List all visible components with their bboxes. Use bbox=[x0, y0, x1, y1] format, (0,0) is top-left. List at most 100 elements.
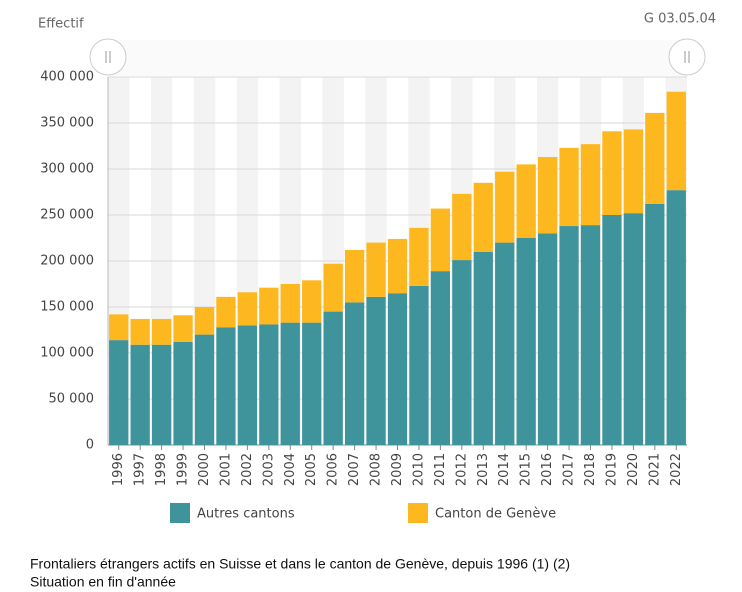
y-tick-label: 0 bbox=[86, 438, 94, 453]
bar-segment bbox=[623, 213, 644, 445]
x-tick-label: 2022 bbox=[669, 453, 684, 486]
x-tick-label: 2009 bbox=[390, 453, 405, 486]
bar-segment bbox=[216, 327, 236, 445]
bar-segment bbox=[473, 251, 493, 445]
bar-segment bbox=[344, 249, 365, 303]
bar-segment bbox=[194, 307, 215, 335]
bar-segment bbox=[409, 285, 429, 445]
bar-segment bbox=[452, 260, 472, 445]
chart-code: G 03.05.04 bbox=[644, 12, 716, 27]
x-tick-label: 2015 bbox=[519, 453, 534, 486]
bar-segment bbox=[280, 322, 300, 445]
bar-segment bbox=[473, 182, 493, 252]
bar-segment bbox=[495, 242, 515, 445]
bar-segment bbox=[366, 242, 386, 297]
bar-segment bbox=[559, 226, 579, 445]
legend-label: Autres cantons bbox=[197, 507, 295, 522]
x-tick-label: 2000 bbox=[197, 453, 212, 486]
x-tick-label: 2002 bbox=[240, 453, 255, 486]
bar-segment bbox=[259, 287, 279, 325]
bar-segment bbox=[173, 341, 193, 445]
bar-segment bbox=[666, 190, 686, 445]
y-axis-label: Effectif bbox=[38, 17, 84, 32]
x-tick-label: 2013 bbox=[476, 453, 491, 486]
y-tick-label: 300 000 bbox=[40, 162, 94, 177]
bar-segment bbox=[602, 131, 622, 215]
bar-segment bbox=[623, 129, 644, 214]
bar-segment bbox=[430, 208, 451, 272]
bar-segment bbox=[452, 193, 472, 261]
bar-segment bbox=[237, 325, 258, 445]
x-tick-label: 2014 bbox=[497, 453, 512, 486]
bar-segment bbox=[495, 171, 515, 243]
x-tick-label: 2016 bbox=[540, 453, 555, 486]
bar-segment bbox=[580, 225, 601, 445]
bar-segment bbox=[602, 215, 622, 445]
x-tick-label: 2018 bbox=[583, 453, 598, 486]
x-tick-label: 2017 bbox=[562, 453, 577, 486]
x-tick-label: 2007 bbox=[347, 453, 362, 486]
bar-segment bbox=[151, 344, 172, 445]
chart-title: Frontaliers étrangers actifs en Suisse e… bbox=[30, 556, 570, 572]
bar-segment bbox=[151, 318, 172, 345]
bar-segment bbox=[430, 271, 451, 445]
x-tick-label: 1998 bbox=[154, 453, 169, 486]
bar-segment bbox=[409, 227, 429, 286]
x-tick-label: 2006 bbox=[326, 453, 341, 486]
y-tick-label: 250 000 bbox=[40, 208, 94, 223]
bar-segment bbox=[387, 238, 408, 294]
bar-segment bbox=[387, 293, 408, 445]
bar-segment bbox=[559, 147, 579, 227]
x-tick-label: 2021 bbox=[647, 453, 662, 486]
bar-segment bbox=[516, 238, 536, 445]
bar-segment bbox=[302, 280, 322, 323]
x-tick-label: 2005 bbox=[304, 453, 319, 486]
zoom-handle-right[interactable] bbox=[668, 38, 706, 76]
x-tick-label: 2010 bbox=[411, 453, 426, 486]
bar-segment bbox=[130, 344, 150, 445]
bar-segment bbox=[130, 318, 150, 345]
x-tick-label: 1999 bbox=[176, 453, 191, 486]
x-tick-label: 1997 bbox=[133, 453, 148, 486]
bar-segment bbox=[109, 314, 129, 341]
x-tick-label: 2001 bbox=[218, 453, 233, 486]
bar-segment bbox=[580, 144, 601, 226]
legend-swatch bbox=[170, 503, 190, 523]
bar-segment bbox=[194, 334, 215, 445]
bar-segment bbox=[516, 164, 536, 238]
x-tick-label: 2012 bbox=[454, 453, 469, 486]
y-tick-label: 200 000 bbox=[40, 254, 94, 269]
bar-segment bbox=[537, 157, 558, 234]
bar-segment bbox=[259, 324, 279, 445]
y-tick-label: 400 000 bbox=[40, 70, 94, 85]
x-tick-label: 2008 bbox=[369, 453, 384, 486]
bar-segment bbox=[302, 322, 322, 445]
bar-segment bbox=[645, 112, 665, 204]
bar-segment bbox=[323, 311, 343, 445]
bar-segment bbox=[344, 302, 365, 445]
bar-segment bbox=[216, 296, 236, 328]
bar-segment bbox=[366, 296, 386, 445]
y-tick-label: 150 000 bbox=[40, 300, 94, 315]
x-tick-label: 1996 bbox=[111, 453, 126, 486]
bar-segment bbox=[323, 263, 343, 312]
y-tick-label: 100 000 bbox=[40, 346, 94, 361]
legend-swatch bbox=[408, 503, 428, 523]
x-tick-label: 2003 bbox=[261, 453, 276, 486]
x-tick-label: 2019 bbox=[604, 453, 619, 486]
zoom-track bbox=[108, 40, 687, 76]
x-tick-label: 2004 bbox=[283, 453, 298, 486]
zoom-handle-left[interactable] bbox=[89, 38, 127, 76]
chart-subtitle: Situation en fin d'année bbox=[30, 574, 176, 590]
bar-segment bbox=[645, 203, 665, 445]
x-tick-label: 2011 bbox=[433, 453, 448, 486]
y-tick-label: 50 000 bbox=[49, 392, 95, 407]
y-tick-label: 350 000 bbox=[40, 116, 94, 131]
bar-segment bbox=[173, 315, 193, 342]
bar-segment bbox=[237, 292, 258, 326]
bar-segment bbox=[280, 284, 300, 323]
legend-label: Canton de Genève bbox=[435, 507, 556, 522]
bar-segment bbox=[666, 91, 686, 191]
x-tick-label: 2020 bbox=[626, 453, 641, 486]
